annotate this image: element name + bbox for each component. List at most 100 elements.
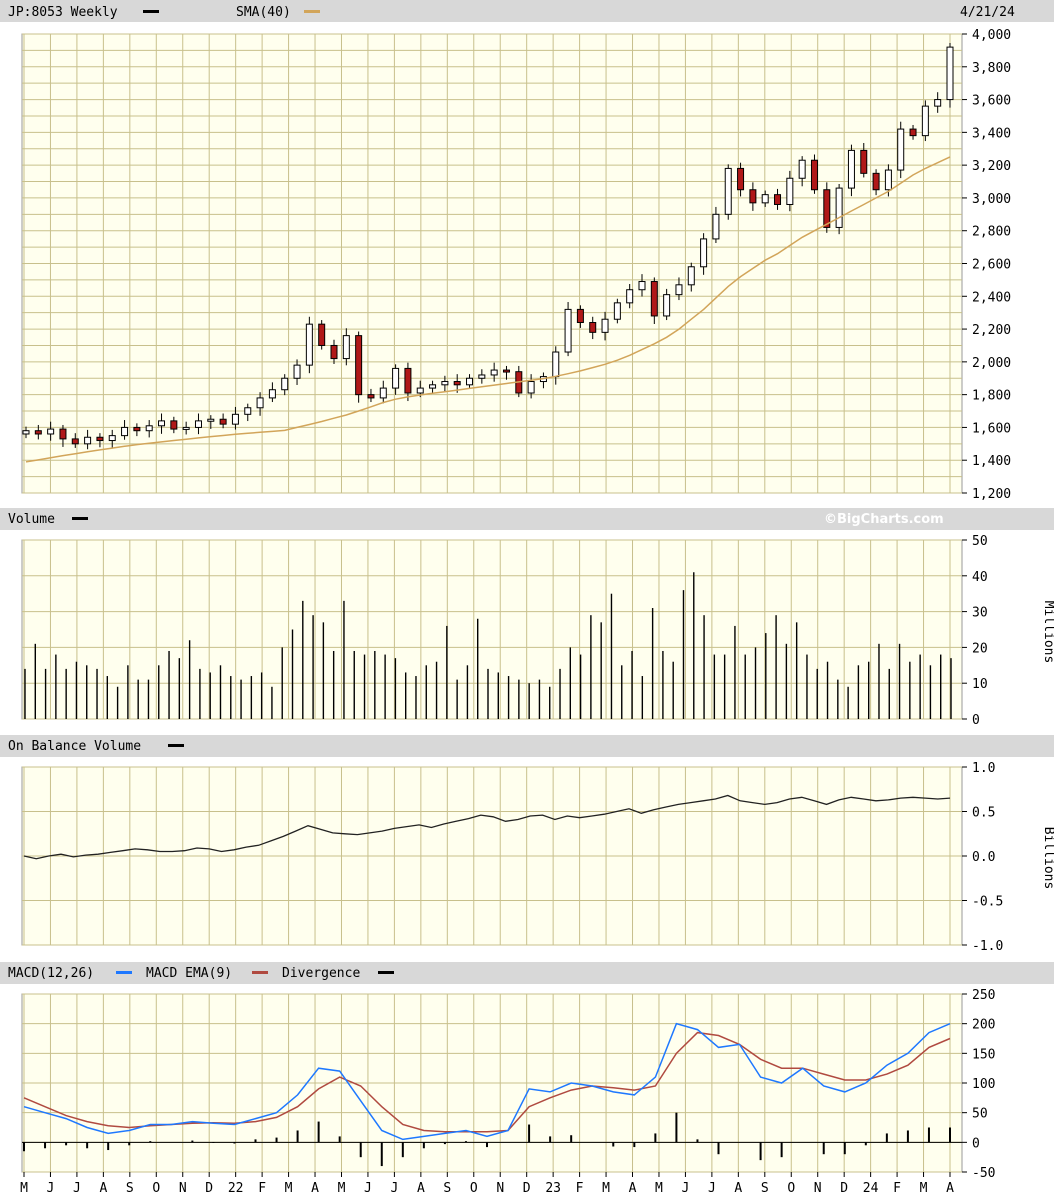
x-tick-label: J: [708, 1181, 716, 1196]
candle-body: [355, 335, 363, 396]
sma-legend-swatch: [304, 10, 320, 13]
x-tick-label: M: [920, 1181, 928, 1196]
x-tick-label: J: [47, 1181, 55, 1196]
price-ytick-label: 2,400: [972, 290, 1011, 305]
obv-series: [23, 794, 951, 860]
price-ytick-label: 3,000: [972, 192, 1011, 207]
candle-body: [34, 430, 42, 435]
volume-title: Volume: [8, 512, 55, 527]
candle-body: [244, 407, 252, 415]
obv-ytick-label: 0.5: [972, 806, 995, 821]
candle-body: [749, 189, 757, 204]
candle-body: [182, 426, 190, 430]
candle-body: [121, 426, 129, 437]
candle-body: [675, 284, 683, 296]
candle-body: [47, 428, 55, 435]
x-tick-label: S: [443, 1181, 451, 1196]
volume-ytick-label: 30: [972, 606, 988, 621]
candle-body: [626, 289, 634, 304]
x-tick-label: F: [576, 1181, 584, 1196]
macd-series: [22, 1022, 962, 1167]
candle-body: [663, 294, 671, 317]
x-tick-label: S: [761, 1181, 769, 1196]
volume-ytick-label: 0: [972, 713, 980, 728]
macd-ytick-label: -50: [972, 1166, 995, 1181]
x-tick-label: D: [840, 1181, 848, 1196]
candle-body: [737, 167, 745, 191]
candle-body: [330, 344, 338, 360]
candle-body: [367, 394, 375, 399]
obv-ytick-label: 0.0: [972, 850, 995, 865]
candle-body: [798, 159, 806, 179]
obv-title: On Balance Volume: [8, 739, 141, 754]
x-tick-label: M: [20, 1181, 28, 1196]
x-tick-label: J: [364, 1181, 372, 1196]
volume-panel: [21, 539, 963, 720]
macd-header-bar: [0, 962, 1054, 984]
candle-body: [404, 367, 412, 394]
candle-body: [589, 322, 597, 333]
candle-body: [490, 369, 498, 376]
candle-body: [527, 381, 535, 394]
x-tick-label: 23: [545, 1181, 561, 1196]
candle-body: [712, 213, 720, 240]
volume-unit-label: Millions: [1041, 601, 1054, 664]
candle-body: [872, 172, 880, 191]
macd-ema-legend-label: MACD EMA(9): [146, 966, 232, 981]
x-tick-label: J: [73, 1181, 81, 1196]
x-tick-label: A: [629, 1181, 637, 1196]
ticker-label: JP:8053 Weekly: [8, 5, 118, 20]
sma-line: [25, 156, 951, 463]
macd-ytick-label: 250: [972, 988, 995, 1003]
candle-body: [761, 194, 769, 204]
candle-body: [613, 302, 621, 320]
candle-body: [700, 238, 708, 268]
x-tick-label: A: [99, 1181, 107, 1196]
x-tick-label: O: [787, 1181, 795, 1196]
candle-body: [441, 381, 449, 386]
candle-body: [133, 426, 141, 432]
candle-body: [823, 189, 831, 228]
obv-line: [23, 794, 951, 860]
candle-body: [687, 266, 695, 286]
candle-body: [466, 377, 474, 386]
x-tick-label: N: [814, 1181, 822, 1196]
candle-body: [897, 128, 905, 171]
x-tick-label: D: [523, 1181, 531, 1196]
candle-body: [576, 308, 584, 324]
candle-body: [293, 364, 301, 379]
candle-body: [724, 167, 732, 215]
candle-body: [564, 308, 572, 353]
volume-bars: [24, 572, 952, 719]
candle-body: [268, 389, 276, 399]
macd-ytick-label: 150: [972, 1047, 995, 1062]
candle-body: [650, 281, 658, 317]
x-tick-label: A: [311, 1181, 319, 1196]
candle-body: [231, 413, 239, 425]
candle-body: [847, 149, 855, 189]
x-tick-label: A: [417, 1181, 425, 1196]
price-ytick-label: 1,800: [972, 389, 1011, 404]
candle-body: [884, 169, 892, 191]
macd-ytick-label: 50: [972, 1107, 988, 1122]
obv-unit-label: Billions: [1041, 827, 1054, 890]
candle-body: [946, 46, 954, 101]
macd-legend-swatch: [116, 971, 132, 974]
x-tick-label: M: [602, 1181, 610, 1196]
price-ytick-label: 2,000: [972, 356, 1011, 371]
x-tick-label: M: [338, 1181, 346, 1196]
candle-body: [158, 420, 166, 427]
candle-body: [108, 435, 116, 442]
price-ytick-label: 2,200: [972, 323, 1011, 338]
price-candles: [22, 43, 954, 463]
price-ytick-label: 3,800: [972, 61, 1011, 76]
macd-ytick-label: 0: [972, 1136, 980, 1151]
divergence-legend-label: Divergence: [282, 966, 360, 981]
obv-legend-swatch: [168, 744, 184, 747]
obv-ytick-label: 1.0: [972, 761, 995, 776]
macd-legend-label: MACD(12,26): [8, 966, 94, 981]
x-tick-label: A: [946, 1181, 954, 1196]
x-tick-label: O: [152, 1181, 160, 1196]
x-tick-label: N: [496, 1181, 504, 1196]
